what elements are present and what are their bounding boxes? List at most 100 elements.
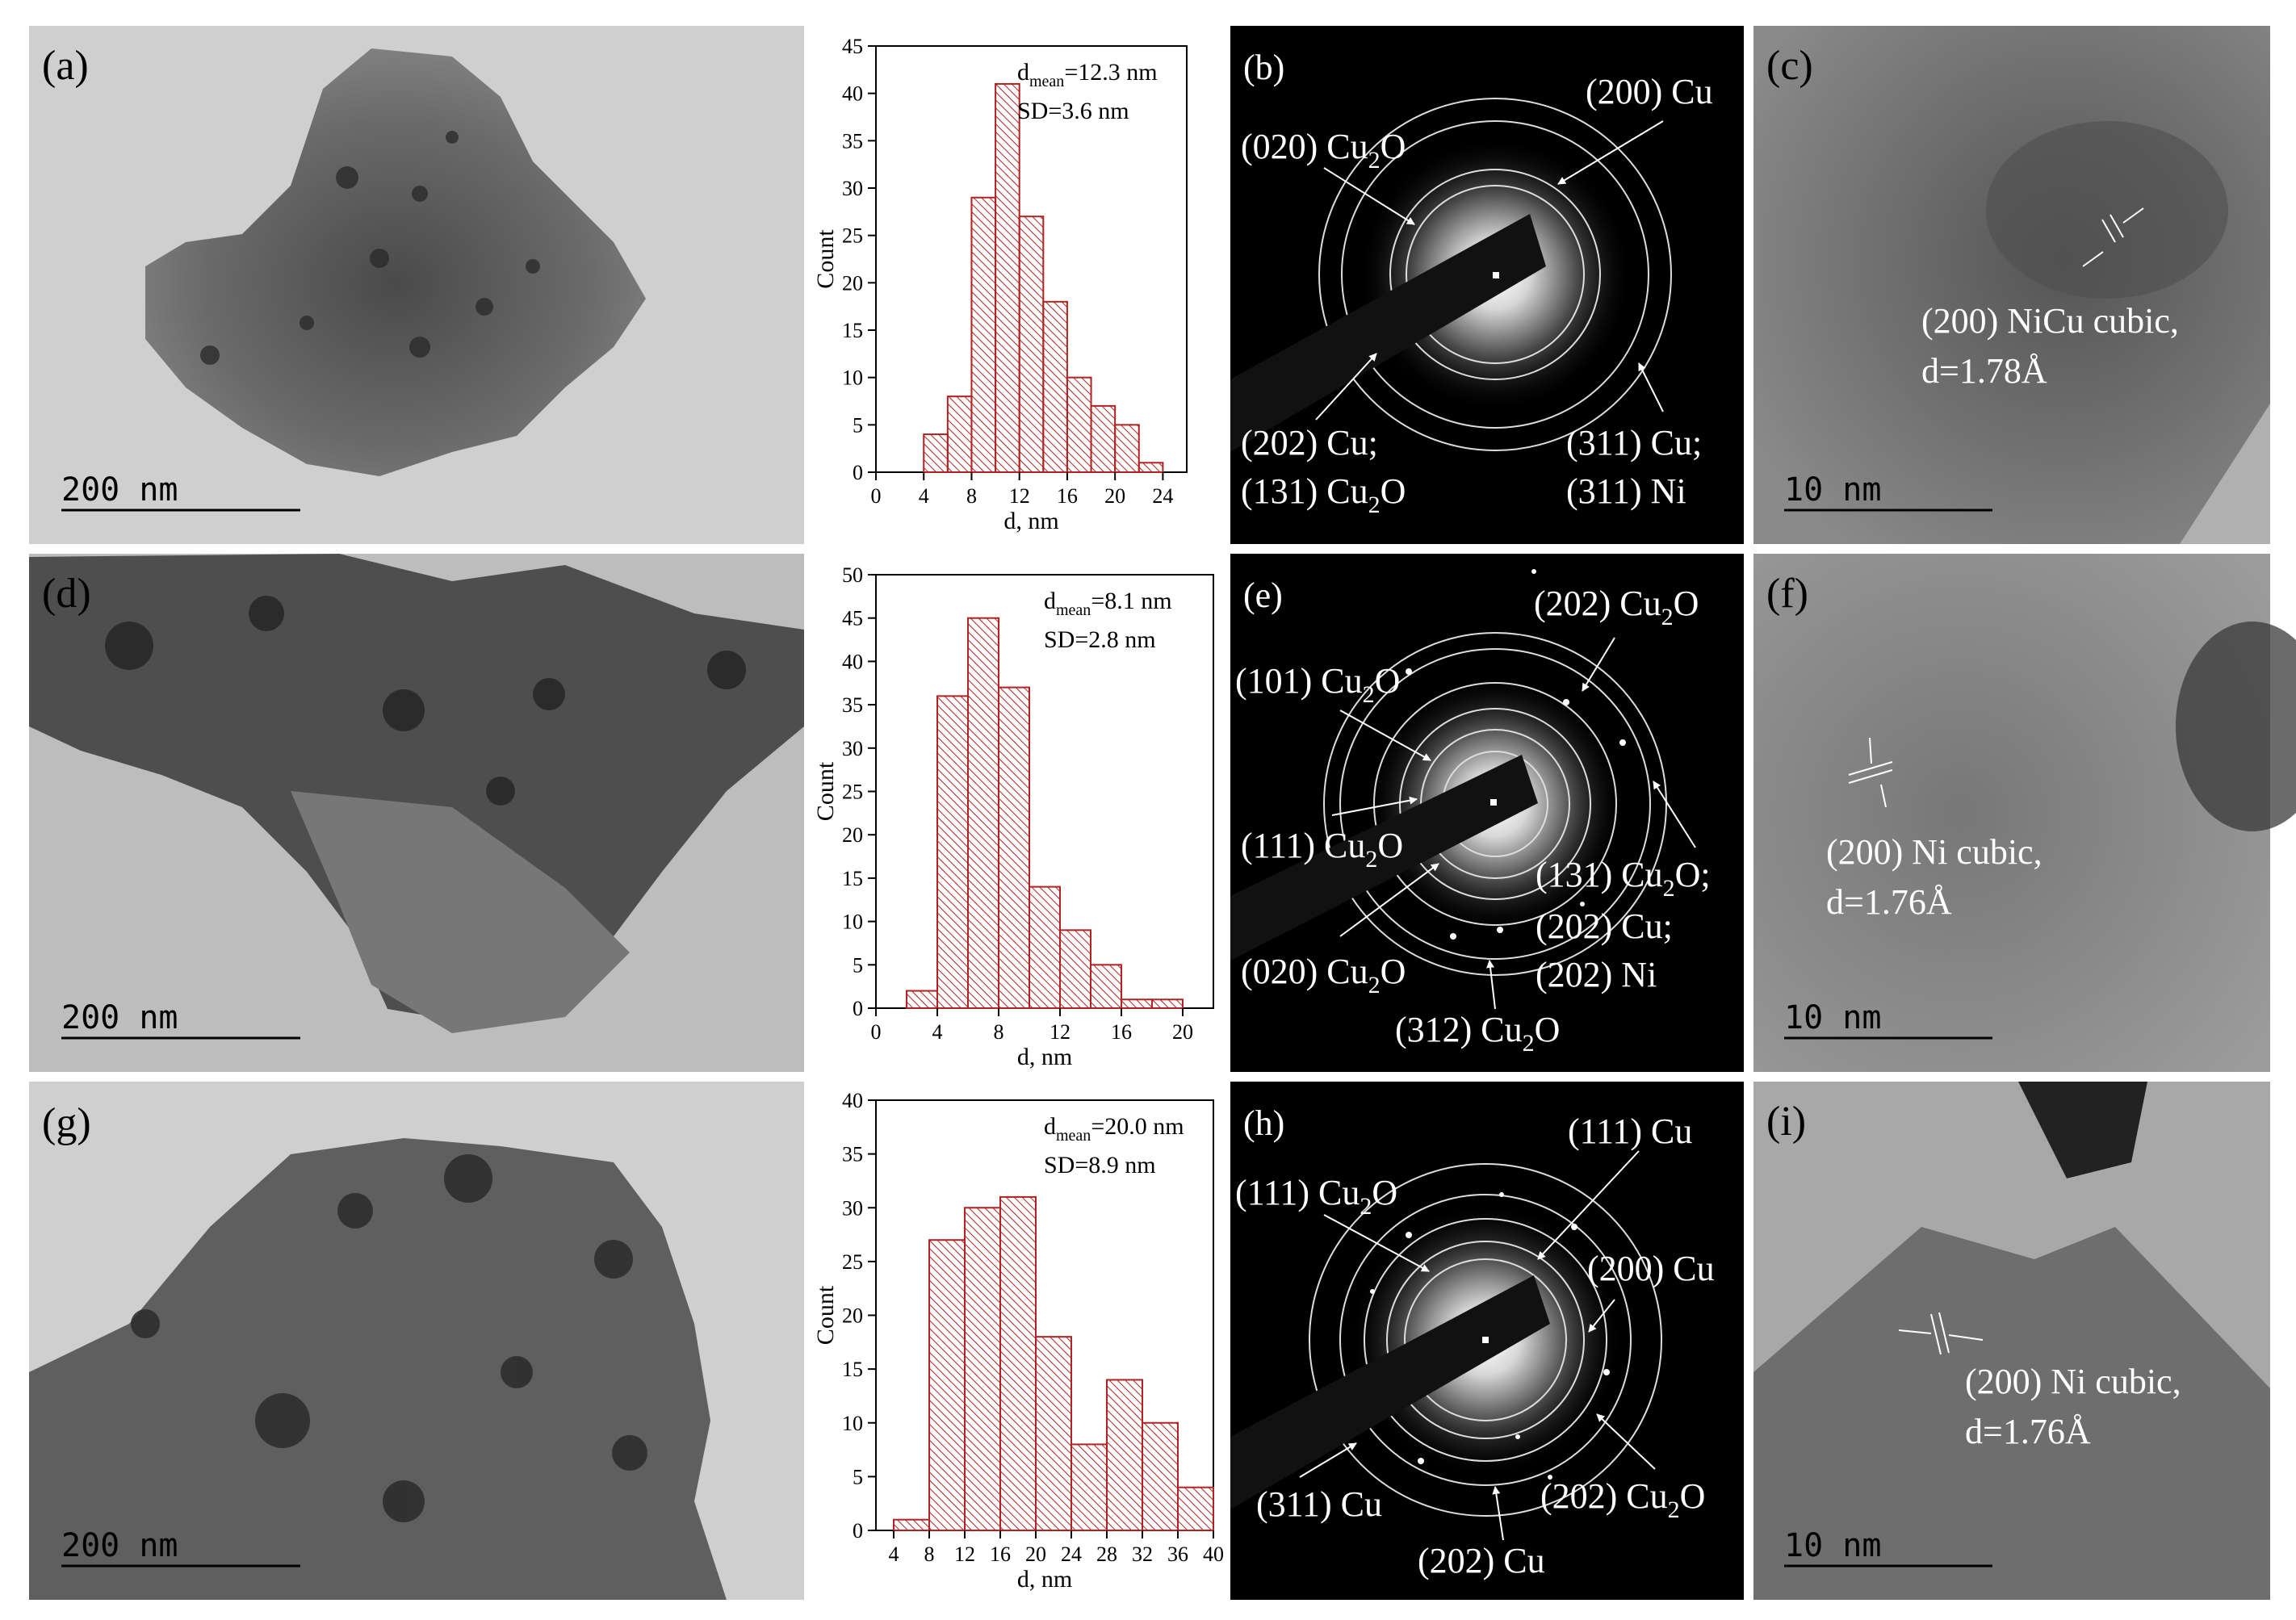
- hrtem-panel-i: (i) (200) Ni cubic, d=1.76Å 10 nm: [1753, 1082, 2270, 1600]
- y-tick-label: 50: [842, 563, 863, 587]
- histogram-bar: [928, 1239, 966, 1531]
- x-axis-label: d, nm: [1017, 1566, 1072, 1593]
- y-tick-label: 40: [842, 82, 863, 106]
- x-tick-label: 20: [1172, 1020, 1193, 1044]
- y-tick-label: 15: [842, 867, 863, 890]
- histogram-bar: [1018, 216, 1045, 473]
- x-tick-label: 20: [1104, 484, 1125, 508]
- tem-panel-g-label: (g): [42, 1100, 91, 1146]
- y-tick-label: 35: [842, 129, 863, 153]
- histogram-bar: [1090, 404, 1117, 473]
- stat-sd: SD=8.9 nm: [1044, 1152, 1156, 1178]
- scale-bar-label: 200 nm: [61, 471, 178, 509]
- x-tick-label: 28: [1096, 1543, 1117, 1566]
- y-tick-label: 5: [853, 953, 863, 977]
- y-tick-label: 10: [842, 910, 863, 934]
- lattice-annotation: (200) NiCu cubic,: [1921, 301, 2179, 341]
- histogram-bar: [946, 396, 973, 473]
- y-tick-label: 40: [842, 650, 863, 673]
- y-tick-label: 15: [842, 319, 863, 342]
- ring-label: (202) Cu2O: [1534, 584, 1699, 630]
- lattice-annotation: d=1.76Å: [1965, 1412, 2091, 1451]
- histogram-2: 0 4 8 12 16 20 0 5 10 15 20 25 30 35 40 45 50 d, nm Count d…: [812, 563, 1214, 1070]
- histogram-bar: [1066, 376, 1092, 473]
- x-tick-label: 8: [966, 484, 977, 508]
- x-tick-label: 12: [954, 1543, 975, 1566]
- y-tick-label: 25: [842, 1250, 863, 1274]
- saed-panel-b: (b) (200) Cu (020) Cu2O (202) Cu; (131) …: [1230, 26, 1744, 544]
- x-tick-label: 4: [889, 1543, 899, 1566]
- x-tick-label: 12: [1009, 484, 1030, 508]
- x-tick-label: 4: [919, 484, 929, 508]
- x-tick-label: 32: [1132, 1543, 1153, 1566]
- histogram-bar: [1121, 998, 1153, 1010]
- x-tick-label: 8: [924, 1543, 935, 1566]
- saed-e-label: (e): [1243, 576, 1283, 615]
- ring-label: (202) Cu: [1418, 1541, 1545, 1580]
- scale-bar-label: 10 nm: [1784, 471, 1881, 509]
- histogram-bar: [1035, 1336, 1072, 1532]
- histogram-bar: [995, 82, 1020, 474]
- histogram-bar: [1106, 1379, 1143, 1531]
- y-tick-label: 30: [842, 1196, 863, 1220]
- ring-label: (131) Cu2O;: [1536, 855, 1711, 902]
- ring-label: (311) Ni: [1566, 471, 1686, 511]
- y-tick-label: 10: [842, 366, 863, 390]
- tem-panel-d-label: (d): [42, 571, 91, 617]
- lattice-annotation: d=1.76Å: [1826, 882, 1952, 922]
- histogram-bar: [923, 433, 949, 473]
- y-tick-label: 0: [853, 461, 863, 484]
- y-tick-label: 25: [842, 224, 863, 248]
- histogram-bar: [1090, 964, 1122, 1010]
- hrtem-panel-f: (f) (200) Ni cubic, d=1.76Å 10 nm: [1753, 554, 2296, 1072]
- lattice-annotation: (200) Ni cubic,: [1826, 832, 2043, 872]
- tem-panel-g: (g) 200 nm: [29, 1082, 804, 1600]
- x-tick-label: 16: [1111, 1020, 1132, 1044]
- y-tick-label: 5: [853, 1465, 863, 1488]
- y-tick-label: 20: [842, 823, 863, 847]
- y-tick-label: 20: [842, 1304, 863, 1328]
- y-tick-label: 30: [842, 737, 863, 760]
- ring-label: (200) Cu: [1587, 1249, 1715, 1288]
- histogram-bar: [999, 1195, 1037, 1532]
- y-tick-label: 10: [842, 1412, 863, 1435]
- tem-panel-a-label: (a): [42, 43, 89, 89]
- x-axis-label: d, nm: [1003, 508, 1058, 534]
- lattice-annotation: (200) Ni cubic,: [1965, 1362, 2181, 1401]
- y-tick-label: 15: [842, 1358, 863, 1381]
- histogram-bar: [998, 686, 1030, 1009]
- y-tick-label: 35: [842, 693, 863, 717]
- ring-label: (312) Cu2O: [1395, 1010, 1560, 1057]
- ring-label: (311) Cu: [1256, 1484, 1382, 1524]
- y-tick-label: 45: [842, 35, 863, 58]
- hrtem-f-label: (f): [1766, 571, 1808, 617]
- histogram-bar: [970, 196, 997, 473]
- histogram-bar: [1138, 462, 1164, 473]
- histogram-1: 0 4 8 12 16 20 24 0 5 10 15 20 25 30 35 40 45 d, nm Count d…: [812, 35, 1188, 534]
- x-tick-label: 8: [994, 1020, 1004, 1044]
- ring-label: (202) Cu;: [1241, 423, 1378, 463]
- tem-panel-d: (d) 200 nm: [29, 554, 804, 1072]
- x-axis-label: d, nm: [1017, 1044, 1072, 1070]
- stat-sd: SD=3.6 nm: [1017, 98, 1129, 124]
- x-tick-label: 12: [1050, 1020, 1070, 1044]
- stat-sd: SD=2.8 nm: [1044, 626, 1156, 653]
- ring-label: (311) Cu;: [1566, 423, 1702, 463]
- histogram-bar: [1177, 1486, 1214, 1531]
- x-tick-label: 40: [1203, 1543, 1224, 1566]
- y-axis-label: Count: [812, 229, 839, 289]
- x-tick-label: 16: [990, 1543, 1011, 1566]
- x-tick-label: 0: [871, 484, 882, 508]
- y-axis-label: Count: [812, 761, 839, 821]
- scale-bar-label: 10 nm: [1784, 999, 1881, 1036]
- saed-b-label: (b): [1243, 48, 1284, 87]
- histogram-3: 4 8 12 16 20 24 28 32 36 40 0 5 10 15 20 25 30 35 40 d, nm C…: [812, 1089, 1224, 1593]
- histogram-bar: [906, 990, 938, 1010]
- y-tick-label: 30: [842, 177, 863, 200]
- stat-mean: dmean=12.3 nm: [1017, 59, 1158, 90]
- histogram-bar: [936, 695, 969, 1009]
- y-tick-label: 25: [842, 781, 863, 804]
- scale-bar-label: 10 nm: [1784, 1527, 1881, 1564]
- histogram-bar: [1042, 300, 1068, 473]
- scale-bar-label: 200 nm: [61, 999, 178, 1036]
